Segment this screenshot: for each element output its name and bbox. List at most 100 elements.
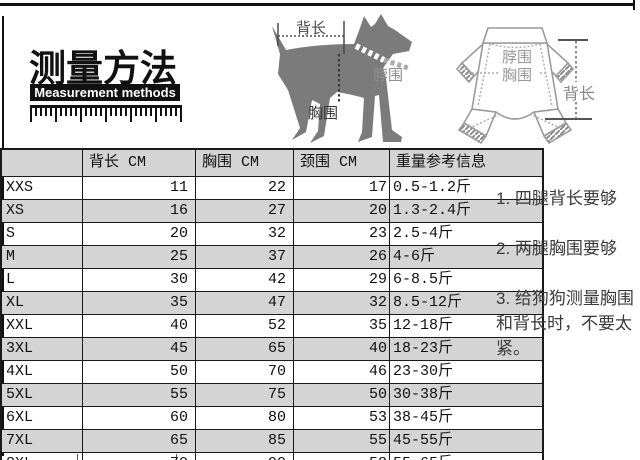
dog-back-length-label: 背长 bbox=[296, 20, 326, 37]
cell-chest: 70 bbox=[195, 360, 294, 384]
cell-size: XL bbox=[0, 291, 83, 315]
cell-chest: 52 bbox=[195, 314, 294, 338]
garment-diagram: 脖围 胸围 背长 bbox=[455, 27, 595, 145]
table-row: M 25 37 26 4-6斤 bbox=[0, 245, 544, 269]
cell-size: XXL bbox=[0, 314, 83, 338]
table-row: XL 35 47 32 8.5-12斤 bbox=[0, 291, 544, 315]
table-row: 4XL 50 70 46 23-30斤 bbox=[0, 360, 544, 384]
dog-silhouette-icon bbox=[272, 14, 412, 143]
dog-neck-leader-dashes bbox=[383, 57, 409, 71]
cell-back: 35 bbox=[82, 291, 196, 315]
header-chest: 胸围 CM bbox=[195, 148, 294, 177]
cell-weight: 30-38斤 bbox=[389, 383, 544, 407]
cell-size: M bbox=[0, 245, 83, 269]
cell-neck: 50 bbox=[293, 383, 390, 407]
cell-back: 45 bbox=[82, 337, 196, 361]
header-size bbox=[0, 148, 83, 177]
dog-chest-label: 胸围 bbox=[308, 105, 338, 122]
top-right-tick bbox=[633, 0, 635, 10]
cell-back: 16 bbox=[82, 199, 196, 223]
cell-size: 6XL bbox=[0, 406, 83, 430]
cell-chest: 37 bbox=[195, 245, 294, 269]
cell-size: 5XL bbox=[0, 383, 83, 407]
cell-back: 60 bbox=[82, 406, 196, 430]
cell-back: 65 bbox=[82, 429, 196, 453]
cell-chest: 27 bbox=[195, 199, 294, 223]
table-row: 3XL 45 65 40 18-23斤 bbox=[0, 337, 544, 361]
cell-chest: 85 bbox=[195, 429, 294, 453]
label-backing bbox=[500, 66, 538, 81]
cell-weight: 4-6斤 bbox=[389, 245, 544, 269]
cell-weight: 8.5-12斤 bbox=[389, 291, 544, 315]
cell-back: 20 bbox=[82, 222, 196, 246]
garment-chest-label: 胸围 bbox=[502, 67, 532, 84]
cell-neck: 55 bbox=[293, 429, 390, 453]
cell-size: 7XL bbox=[0, 429, 83, 453]
cell-neck: 17 bbox=[293, 176, 390, 200]
cell-size: 4XL bbox=[0, 360, 83, 384]
table-row: 8XL70905855-65斤 bbox=[0, 452, 544, 460]
cell-weight: 1.3-2.4斤 bbox=[389, 199, 544, 223]
cell-neck: 32 bbox=[293, 291, 390, 315]
cell-neck: 53 bbox=[293, 406, 390, 430]
table-row: XS 16 27 20 1.3-2.4斤 bbox=[0, 199, 544, 223]
cell-neck: 20 bbox=[293, 199, 390, 223]
table-row: XXL 40 52 35 12-18斤 bbox=[0, 314, 544, 338]
dog-neck-label: 脖围 bbox=[373, 67, 403, 84]
table-row: 5XL 55 75 50 30-38斤 bbox=[0, 383, 544, 407]
cell-chest: 42 bbox=[195, 268, 294, 292]
ruler-icon bbox=[30, 105, 182, 125]
header-weight: 重量参考信息 bbox=[389, 148, 544, 177]
cell-size: 3XL bbox=[0, 337, 83, 361]
cell-neck: 29 bbox=[293, 268, 390, 292]
page-subtitle-banner: Measurement methods bbox=[30, 84, 180, 101]
cell-back: 70 bbox=[82, 452, 196, 460]
table-row: 7XL 65 85 55 45-55斤 bbox=[0, 429, 544, 453]
cell-neck: 26 bbox=[293, 245, 390, 269]
dog-collar-dashes bbox=[354, 43, 386, 63]
cell-weight: 23-30斤 bbox=[389, 360, 544, 384]
size-table-body: XXS 11 22 17 0.5-1.2斤 XS 16 27 20 1.3-2.4斤 S 20 32 23… bbox=[0, 176, 544, 460]
cell-chest: 65 bbox=[195, 337, 294, 361]
table-row: S 20 32 23 2.5-4斤 bbox=[0, 222, 544, 246]
cell-weight: 55-65斤 bbox=[389, 452, 544, 460]
cell-size: L bbox=[0, 268, 83, 292]
cell-size: XXS bbox=[0, 176, 83, 200]
cell-chest: 80 bbox=[195, 406, 294, 430]
cell-chest: 22 bbox=[195, 176, 294, 200]
header-back: 背长 CM bbox=[82, 148, 196, 177]
dog-diagram: 背长 脖围 胸围 bbox=[272, 14, 412, 143]
cell-weight: 12-18斤 bbox=[389, 314, 544, 338]
cell-neck: 58 bbox=[293, 452, 390, 460]
cell-back: 40 bbox=[82, 314, 196, 338]
cell-neck: 40 bbox=[293, 337, 390, 361]
cell-size: 8XL bbox=[0, 452, 83, 460]
header-neck: 颈围 CM bbox=[293, 148, 390, 177]
garment-neck-label: 脖围 bbox=[502, 49, 532, 66]
table-row: XXS 11 22 17 0.5-1.2斤 bbox=[0, 176, 544, 200]
cell-chest: 75 bbox=[195, 383, 294, 407]
cell-neck: 35 bbox=[293, 314, 390, 338]
cell-weight: 6-8.5斤 bbox=[389, 268, 544, 292]
garment-back-length-label: 背长 bbox=[563, 85, 595, 103]
table-row: L 30 42 29 6-8.5斤 bbox=[0, 268, 544, 292]
cell-chest: 47 bbox=[195, 291, 294, 315]
cell-weight: 45-55斤 bbox=[389, 429, 544, 453]
note-2: 2. 两腿胸围要够 bbox=[496, 239, 617, 258]
top-border-line bbox=[0, 3, 634, 6]
cell-back: 25 bbox=[82, 245, 196, 269]
cell-weight: 38-45斤 bbox=[389, 406, 544, 430]
cell-chest: 32 bbox=[195, 222, 294, 246]
cell-neck: 46 bbox=[293, 360, 390, 384]
cell-back: 11 bbox=[82, 176, 196, 200]
cell-neck: 23 bbox=[293, 222, 390, 246]
cell-back: 30 bbox=[82, 268, 196, 292]
cell-size: XS bbox=[0, 199, 83, 223]
table-header-row: 背长 CM 胸围 CM 颈围 CM 重量参考信息 bbox=[0, 148, 544, 177]
table-row: 6XL 60 80 53 38-45斤 bbox=[0, 406, 544, 430]
cell-weight: 0.5-1.2斤 bbox=[389, 176, 544, 200]
cell-back: 50 bbox=[82, 360, 196, 384]
cell-weight: 18-23斤 bbox=[389, 337, 544, 361]
note-1: 1. 四腿背长要够 bbox=[496, 189, 617, 208]
